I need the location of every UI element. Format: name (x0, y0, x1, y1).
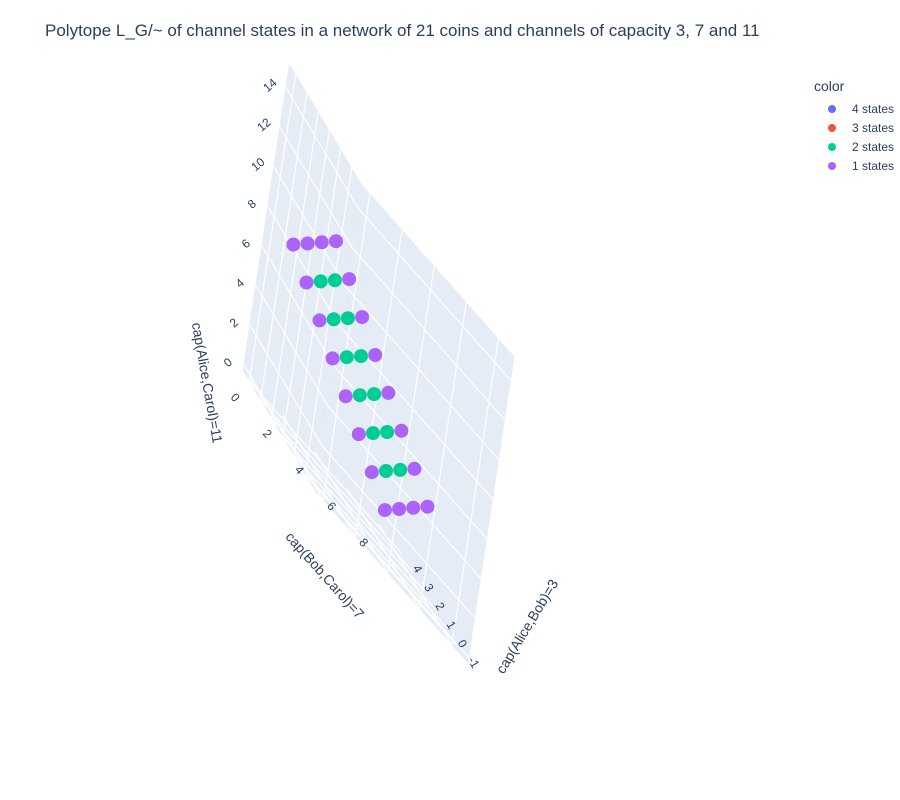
z-tick-label: 10 (248, 155, 267, 175)
z-tick-label: 4 (233, 276, 247, 291)
legend-swatch (828, 123, 836, 132)
z-tick-label: 8 (245, 196, 259, 211)
points-layer (286, 234, 435, 518)
legend-swatch (828, 161, 836, 170)
data-point[interactable] (379, 464, 393, 478)
legend: color 4 states 3 states 2 states 1 state… (812, 78, 900, 175)
data-point[interactable] (367, 387, 382, 402)
grid-line-x (271, 418, 425, 592)
grid-line-z (260, 244, 335, 367)
legend-item-2-states[interactable]: 2 states (812, 137, 900, 156)
data-point[interactable] (377, 503, 392, 518)
z-tick-label: 2 (227, 315, 241, 330)
data-point[interactable] (325, 351, 340, 366)
grid-line-x (271, 111, 319, 419)
grid-line-y (322, 193, 371, 501)
data-point[interactable] (329, 234, 343, 249)
grid-line-z (278, 126, 353, 249)
legend-label: 4 states (852, 101, 895, 116)
data-point[interactable] (314, 235, 329, 250)
grid-line-x (282, 436, 436, 610)
legend-swatch (828, 104, 836, 113)
grid-line-z (248, 324, 323, 447)
axes-layer: -1012340246802468101214cap(Alice,Bob)=3c… (189, 63, 561, 676)
data-point[interactable] (299, 275, 314, 290)
data-point[interactable] (366, 426, 380, 441)
legend-label: 3 states (852, 120, 895, 135)
grid-line-z (284, 86, 359, 209)
legend-item-1-states[interactable]: 1 states (812, 156, 900, 175)
data-point[interactable] (420, 499, 435, 514)
legend-item-4-states[interactable]: 4 states (812, 99, 900, 118)
x-axis-title: cap(Alice,Bob)=3 (492, 576, 561, 676)
y-tick-label: 2 (260, 427, 275, 442)
legend-title: color (814, 78, 845, 94)
grid-line-y (250, 378, 324, 501)
data-point[interactable] (351, 427, 366, 442)
y-axis-title: cap(Bob,Carol)=7 (282, 529, 367, 622)
data-point[interactable] (313, 274, 328, 289)
data-point[interactable] (355, 310, 370, 325)
data-point[interactable] (326, 312, 341, 327)
grid-line-z (357, 207, 512, 381)
data-point[interactable] (312, 313, 327, 328)
data-point[interactable] (338, 389, 353, 404)
grid-line-y (419, 302, 467, 610)
data-point[interactable] (394, 423, 409, 438)
data-point[interactable] (368, 348, 383, 362)
grid-line-z (315, 485, 470, 659)
chart-title: Polytope L_G/~ of channel states in a ne… (45, 21, 760, 40)
grid-line-z (345, 287, 500, 461)
legend-label: 2 states (852, 139, 895, 154)
data-point[interactable] (339, 350, 354, 365)
grid-line-y (387, 265, 435, 574)
grid-line-x (248, 380, 403, 554)
grid-line-z (272, 165, 347, 288)
z-tick-label: 6 (239, 236, 253, 251)
grid-line-x (259, 92, 308, 400)
data-point[interactable] (381, 385, 396, 400)
legend-label: 1 states (852, 158, 895, 173)
data-point[interactable] (380, 425, 395, 439)
data-point[interactable] (342, 272, 357, 287)
data-point[interactable] (354, 349, 368, 364)
data-point[interactable] (406, 500, 421, 515)
z-axis-title: cap(Alice,Carol)=11 (189, 321, 226, 444)
grid-line-y (354, 229, 403, 537)
grid-line-x (248, 74, 297, 382)
grid-line-z (242, 363, 317, 486)
z-tick-label: 14 (260, 75, 279, 95)
data-point[interactable] (364, 465, 379, 480)
grid-line-y (451, 338, 500, 646)
grid-line-x (304, 474, 459, 648)
legend-item-3-states[interactable]: 3 states (812, 118, 900, 137)
z-tick-label: 0 (221, 355, 235, 370)
data-point[interactable] (392, 502, 407, 516)
data-point[interactable] (393, 462, 408, 477)
data-point[interactable] (352, 388, 367, 403)
grid-line-z (321, 445, 476, 619)
data-point[interactable] (327, 273, 342, 288)
data-point[interactable] (286, 237, 301, 252)
legend-swatch (828, 142, 836, 151)
grid-line-x (293, 148, 342, 456)
grid-line-x (260, 399, 414, 573)
data-point[interactable] (340, 311, 355, 326)
grid-line-z (254, 284, 329, 407)
z-tick-label: 12 (254, 115, 273, 135)
y-tick-label: 0 (228, 390, 243, 405)
data-point[interactable] (407, 461, 422, 476)
data-point[interactable] (300, 236, 315, 251)
grid-line-z (351, 247, 506, 421)
grid-line-z (266, 205, 341, 328)
